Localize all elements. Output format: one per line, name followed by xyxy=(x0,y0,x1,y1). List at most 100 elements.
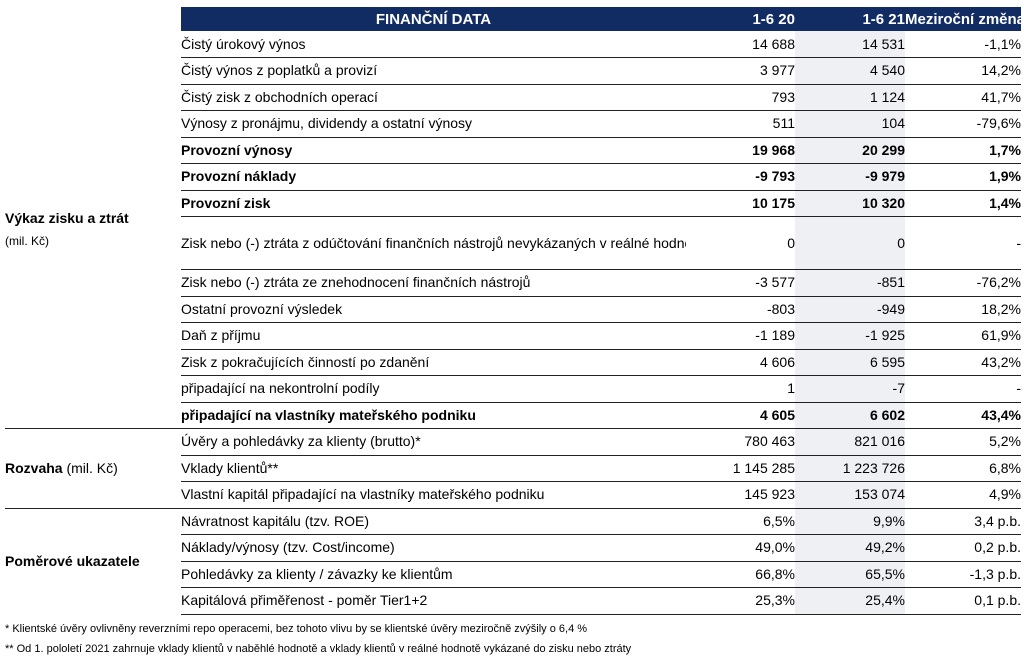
value-2020: 3 977 xyxy=(686,57,795,85)
value-2021: 14 531 xyxy=(795,31,905,58)
table-row: Ostatní provozní výsledek -803 -949 18,2… xyxy=(5,296,1021,323)
value-change: - xyxy=(905,375,1021,403)
value-2021: 153 074 xyxy=(795,481,905,509)
value-2020: 145 923 xyxy=(686,481,795,509)
row-label: Náklady/výnosy (tzv. Cost/income) xyxy=(181,534,686,562)
table-row: Vklady klientů** 1 145 285 1 223 726 6,8… xyxy=(5,455,1021,482)
value-2021: -949 xyxy=(795,296,905,323)
table-row: Provozní náklady -9 793 -9 979 1,9% xyxy=(5,163,1021,191)
value-2021: 1 124 xyxy=(795,84,905,111)
section-income-statement: Výkaz zisku a ztrát (mil. Kč) Čistý úrok… xyxy=(5,31,1021,429)
value-change: 5,2% xyxy=(905,428,1021,456)
table-title: FINANČNÍ DATA xyxy=(181,7,686,31)
row-label: Ostatní provozní výsledek xyxy=(181,296,686,323)
table-row: Výnosy z pronájmu, dividendy a ostatní v… xyxy=(5,110,1021,138)
value-change: 4,9% xyxy=(905,481,1021,509)
row-label: Provozní výnosy xyxy=(181,137,686,164)
table-row: Výkaz zisku a ztrát (mil. Kč) Čistý úrok… xyxy=(5,31,1021,248)
value-2021: 6 602 xyxy=(795,402,905,429)
value-2021: -1 925 xyxy=(795,322,905,350)
section-subtitle: (mil. Kč) xyxy=(5,233,49,248)
table-row: Rozvaha (mil. Kč) Úvěry a pohledávky za … xyxy=(5,428,1021,508)
value-2021: 9,9% xyxy=(795,507,905,535)
row-label: Čistý výnos z poplatků a provizí xyxy=(181,57,686,85)
value-change: 43,2% xyxy=(905,349,1021,376)
value-change: 14,2% xyxy=(905,57,1021,85)
financial-data-table: FINANČNÍ DATA 1-6 20 1-6 21 Meziroční zm… xyxy=(5,7,1021,615)
value-2020: 511 xyxy=(686,110,795,138)
table-row: Náklady/výnosy (tzv. Cost/income) 49,0% … xyxy=(5,534,1021,562)
table-header-row: FINANČNÍ DATA 1-6 20 1-6 21 Meziroční zm… xyxy=(5,7,1021,31)
table-row: Kapitálová přiměřenost - poměr Tier1+2 2… xyxy=(5,587,1021,615)
column-header-2021: 1-6 21 xyxy=(795,7,905,31)
section-name: Rozvaha xyxy=(5,459,63,476)
row-label: Zisk nebo (-) ztráta ze znehodnocení fin… xyxy=(181,269,686,297)
value-change: 0,1 p.b. xyxy=(905,587,1021,615)
footnotes: * Klientské úvěry ovlivněny reverzními r… xyxy=(5,619,631,659)
row-label: připadající na nekontrolní podíly xyxy=(181,375,686,403)
value-2020: 14 688 xyxy=(686,31,795,58)
header-spacer xyxy=(5,7,181,31)
value-change: -79,6% xyxy=(905,110,1021,138)
footnote-deposits: ** Od 1. pololetí 2021 zahrnuje vklady k… xyxy=(5,643,632,655)
section-subtitle: (mil. Kč) xyxy=(66,459,118,476)
value-2020: 4 605 xyxy=(686,402,795,429)
value-2021: 49,2% xyxy=(795,534,905,562)
row-label: Úvěry a pohledávky za klienty (brutto)* xyxy=(181,428,686,456)
section-name: Poměrové ukazatele xyxy=(5,552,140,569)
value-2020: 4 606 xyxy=(686,349,795,376)
value-2020: 1 xyxy=(686,375,795,403)
row-label: Čistý zisk z obchodních operací xyxy=(181,84,686,111)
value-change: -76,2% xyxy=(905,269,1021,297)
table-row: Daň z příjmu -1 189 -1 925 61,9% xyxy=(5,322,1021,350)
table-row: Poměrové ukazatele Návratnost kapitálu (… xyxy=(5,507,1021,614)
value-2020: -1 189 xyxy=(686,322,795,350)
value-2021: 0 xyxy=(795,216,905,270)
value-2021: 25,4% xyxy=(795,587,905,615)
value-change: 1,4% xyxy=(905,190,1021,217)
value-2021: 4 540 xyxy=(795,57,905,85)
column-header-change: Meziroční změna xyxy=(905,7,1021,31)
value-2021: -9 979 xyxy=(795,163,905,191)
value-2020: 793 xyxy=(686,84,795,111)
value-2020: 1 145 285 xyxy=(686,455,795,482)
value-2020: 6,5% xyxy=(686,507,795,535)
table-row: Čistý zisk z obchodních operací 793 1 12… xyxy=(5,84,1021,111)
value-2020: 10 175 xyxy=(686,190,795,217)
section-balance-sheet: Rozvaha (mil. Kč) Úvěry a pohledávky za … xyxy=(5,428,1021,509)
value-change: 1,9% xyxy=(905,163,1021,191)
footnote-loans: * Klientské úvěry ovlivněny reverzními r… xyxy=(5,623,588,635)
value-2021: 104 xyxy=(795,110,905,138)
row-label: připadající na vlastníky mateřského podn… xyxy=(181,402,686,429)
row-label: Kapitálová přiměřenost - poměr Tier1+2 xyxy=(181,587,686,615)
column-header-2020: 1-6 20 xyxy=(686,7,795,31)
section-name: Výkaz zisku a ztrát xyxy=(5,209,129,226)
value-2021: 6 595 xyxy=(795,349,905,376)
value-2021: -7 xyxy=(795,375,905,403)
value-change: 3,4 p.b. xyxy=(905,507,1021,535)
table-row: Provozní výnosy 19 968 20 299 1,7% xyxy=(5,137,1021,164)
table-row: Vlastní kapitál připadající na vlastníky… xyxy=(5,481,1021,509)
value-change: 0,2 p.b. xyxy=(905,534,1021,562)
section-label: Poměrové ukazatele xyxy=(5,507,181,614)
value-2021: 821 016 xyxy=(795,428,905,456)
table-row: Pohledávky za klienty / závazky ke klien… xyxy=(5,561,1021,588)
row-label: Pohledávky za klienty / závazky ke klien… xyxy=(181,561,686,588)
section-label: Výkaz zisku a ztrát (mil. Kč) xyxy=(5,31,181,429)
table-row: Zisk z pokračujících činností po zdanění… xyxy=(5,349,1021,376)
value-change: 6,8% xyxy=(905,455,1021,482)
value-2021: -851 xyxy=(795,269,905,297)
row-label: Čistý úrokový výnos xyxy=(181,31,686,58)
section-ratios: Poměrové ukazatele Návratnost kapitálu (… xyxy=(5,507,1021,615)
row-label: Vklady klientů** xyxy=(181,455,686,482)
row-label: Výnosy z pronájmu, dividendy a ostatní v… xyxy=(181,110,686,138)
table-row: Čistý výnos z poplatků a provizí 3 977 4… xyxy=(5,57,1021,85)
table-row: Zisk nebo (-) ztráta z odúčtování finanč… xyxy=(5,216,1021,270)
table-row: připadající na nekontrolní podíly 1 -7 - xyxy=(5,375,1021,403)
row-label: Provozní zisk xyxy=(181,190,686,217)
row-label: Provozní náklady xyxy=(181,163,686,191)
value-2020: 25,3% xyxy=(686,587,795,615)
value-2020: 0 xyxy=(686,216,795,270)
value-2020: 780 463 xyxy=(686,428,795,456)
table-row: Zisk nebo (-) ztráta ze znehodnocení fin… xyxy=(5,269,1021,297)
